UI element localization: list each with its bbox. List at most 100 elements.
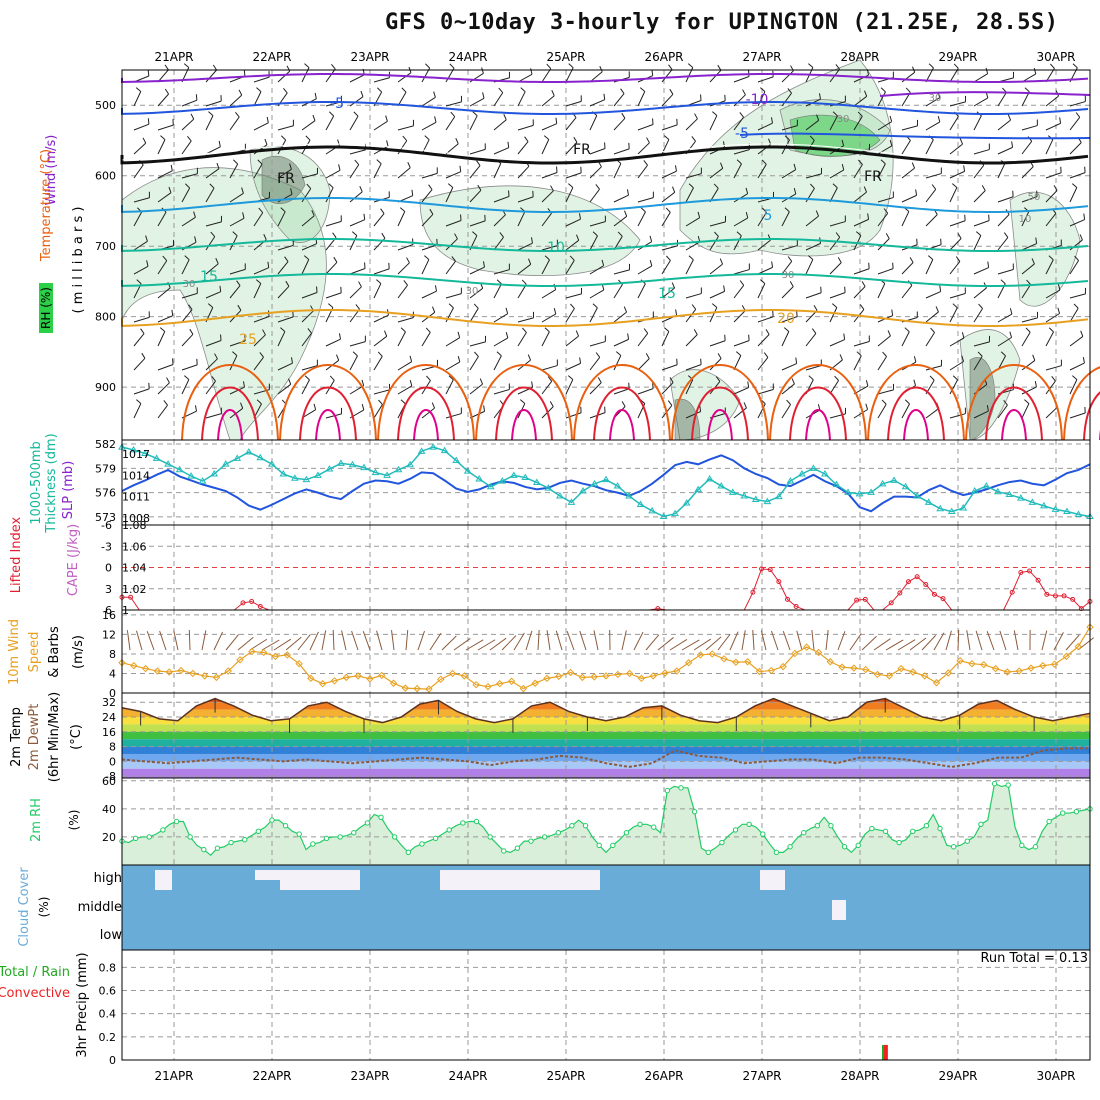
date-label-bottom: 23APR: [350, 1069, 389, 1083]
wind-barb-flag: [671, 282, 676, 289]
contour-label: -5: [735, 126, 749, 142]
surface-wind-barb: [1041, 630, 1048, 651]
wind-barb: [973, 164, 985, 179]
temp-contour: [121, 237, 1089, 252]
wind-barb: [949, 220, 966, 227]
wind-speed-point: [802, 643, 811, 651]
wind-barb: [781, 211, 790, 227]
surface-wind-barb: [465, 639, 484, 651]
wind-barb-flag: [763, 352, 769, 358]
wind-barb-flag: [482, 261, 485, 268]
surface-wind-barb: [417, 630, 425, 651]
temp-tick: 8: [109, 741, 116, 754]
wind-barb: [925, 188, 937, 203]
lifted-index-point: [862, 596, 868, 602]
wind-barb: [877, 268, 894, 275]
wind-speed-point: [283, 651, 291, 659]
wind-barb: [685, 308, 697, 323]
wind-barb-flag: [448, 303, 454, 309]
wind-barb: [685, 334, 698, 347]
rh-point: [582, 823, 589, 829]
wind-barb: [925, 365, 942, 371]
wind-barb: [181, 379, 190, 395]
wind-barb: [157, 192, 172, 203]
wind-barb: [469, 148, 486, 155]
wind-speed-point: [354, 672, 362, 680]
wind-barb-flag: [219, 285, 222, 292]
wind-speed-point: [165, 668, 173, 676]
wind-barb-flag: [288, 378, 292, 385]
wind-speed-point: [224, 667, 232, 675]
wind-barb: [1021, 243, 1037, 251]
lifted-index-point: [888, 600, 894, 606]
wind-barb-flag: [312, 114, 316, 121]
pressure-tick: 500: [95, 99, 116, 112]
surface-wind-barb: [201, 630, 207, 651]
rh-point: [419, 841, 425, 847]
thickness-axis-label: Thickness (dm): [44, 433, 59, 533]
wind-barb-flag: [664, 135, 670, 140]
wind-speed-point: [850, 664, 858, 672]
wind-barb: [637, 142, 650, 155]
wind-barb: [421, 172, 438, 179]
wind-barb-flag: [483, 405, 486, 412]
wind-barb-flag: [401, 87, 407, 93]
temperature-axis-label: Temperature (°C): [39, 149, 54, 262]
wind-barb-flag: [402, 135, 408, 141]
wind-barb-flag: [747, 381, 750, 388]
surface-wind-barb: [741, 630, 746, 651]
wind-barb: [349, 74, 365, 83]
wind-barb: [757, 283, 766, 299]
date-label-bottom: 22APR: [252, 1069, 291, 1083]
wind-speed-point: [968, 659, 976, 668]
slp-point: [878, 479, 887, 487]
wind-speed-point: [401, 684, 410, 692]
surface-temp-contour: [413, 409, 439, 441]
slp-point: [440, 446, 449, 454]
wind-barb-flag: [1051, 376, 1056, 382]
surface-wind-barb: [477, 639, 496, 651]
wind-barb: [733, 116, 744, 131]
wind-barb-flag: [262, 329, 266, 336]
wind-barb: [925, 121, 941, 131]
wind-barb-flag: [140, 328, 145, 334]
wind-barb-flag: [503, 114, 507, 120]
wind-barb: [613, 163, 622, 179]
wind-barb: [1021, 211, 1030, 227]
wind-barb: [805, 215, 819, 227]
date-label-top: 21APR: [154, 50, 193, 64]
wind-barb-flag: [530, 68, 533, 75]
wind-barb-flag: [839, 354, 843, 361]
wind-speed-point: [956, 657, 964, 665]
wind-barb-flag: [575, 330, 580, 337]
wind-barb-flag: [499, 232, 504, 238]
surface-temp-contour: [315, 409, 341, 441]
wind-barb-flag: [717, 64, 722, 71]
lifted-index-point: [249, 599, 255, 604]
surface-wind-barb: [579, 630, 587, 651]
thickness-tick: 573: [95, 511, 116, 524]
wind-barb-flag: [880, 159, 886, 165]
wind-barb: [517, 165, 530, 179]
contour-label: -10: [746, 92, 769, 108]
wind-axis-label: 10m Wind: [7, 619, 22, 685]
wind-barb-flag: [714, 231, 719, 237]
slp-point: [579, 487, 587, 494]
wind-barb: [349, 96, 364, 107]
wind-barb-flag: [881, 399, 887, 405]
lifted-index-point: [1078, 606, 1084, 612]
wind-speed-point: [720, 655, 728, 663]
wind-barb-flag: [212, 64, 218, 71]
surface-wind-barb: [285, 636, 302, 651]
clear-sky-gap: [255, 870, 280, 880]
rh-point: [596, 842, 602, 849]
wind-barb: [373, 314, 389, 323]
wind-barb: [853, 218, 869, 227]
wind-barb: [205, 187, 215, 203]
wind-barb-flag: [1059, 117, 1062, 124]
rh-point: [501, 848, 507, 854]
slp-point: [625, 491, 633, 499]
slp-point: [959, 504, 968, 511]
surface-wind-barb: [566, 631, 575, 651]
wind-barb-flag: [354, 159, 360, 165]
